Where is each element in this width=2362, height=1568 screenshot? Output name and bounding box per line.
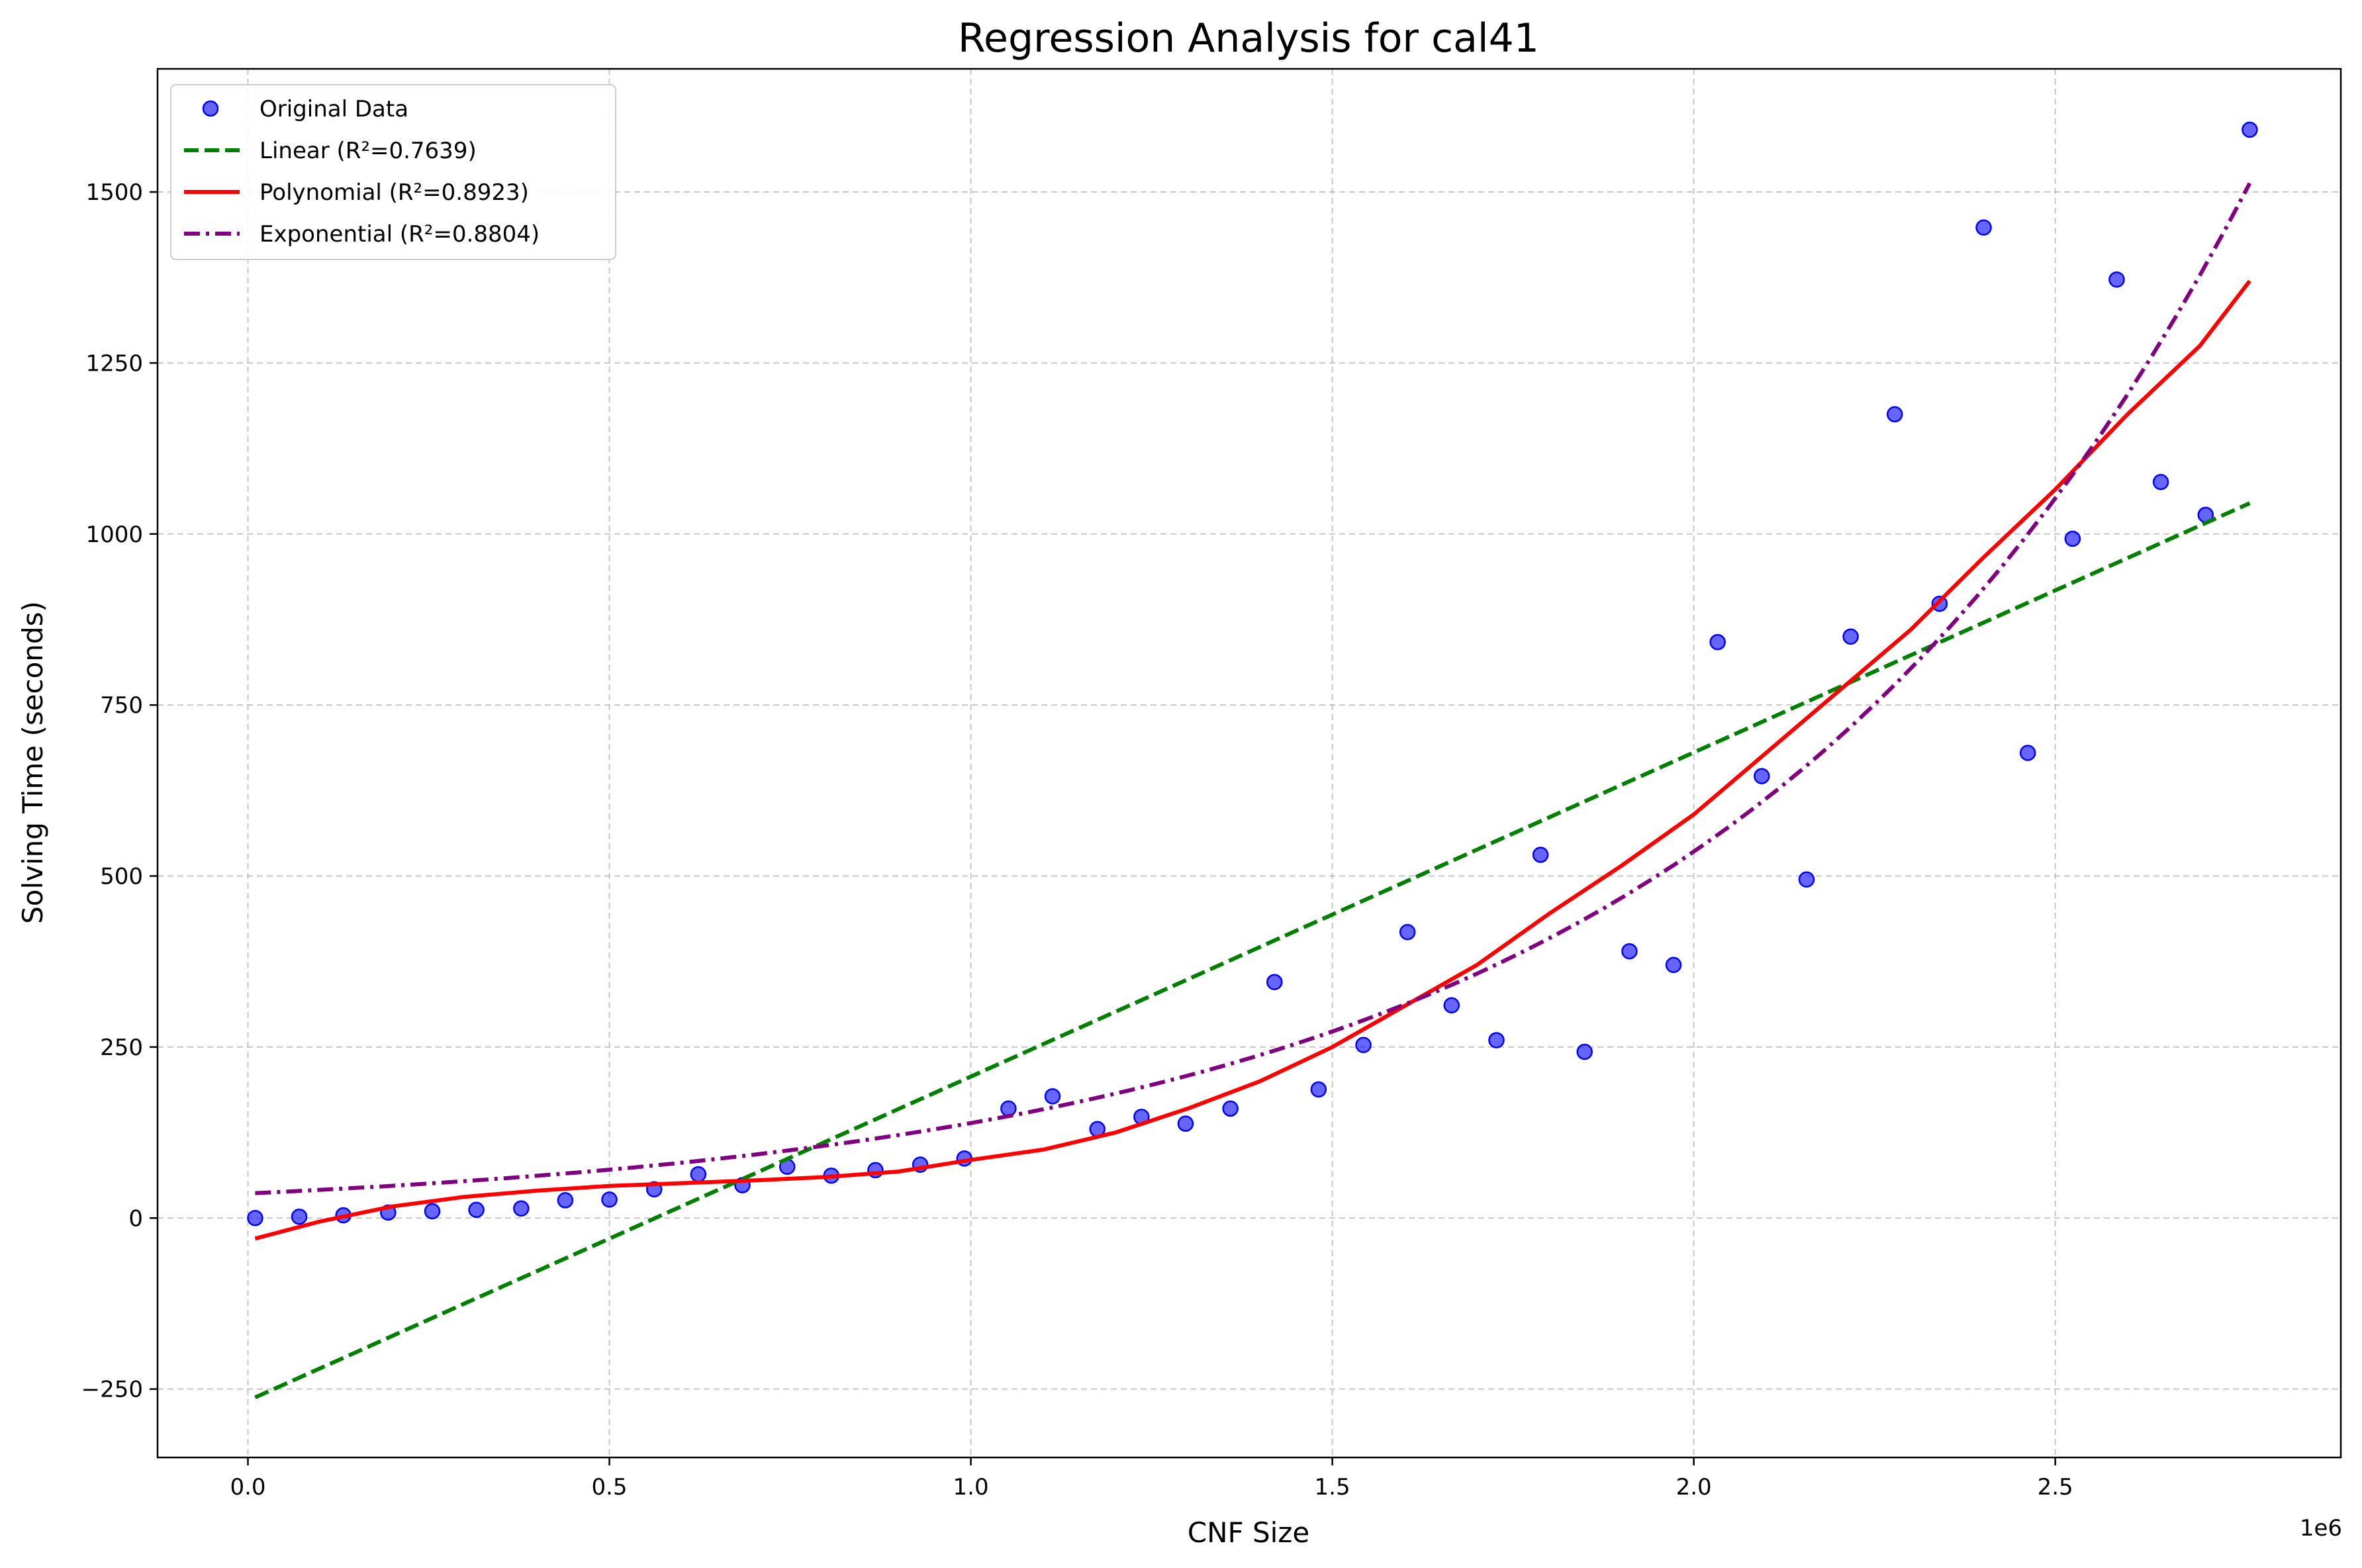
legend-box bbox=[170, 84, 616, 260]
data-point bbox=[1798, 871, 1815, 888]
data-point bbox=[690, 1166, 707, 1183]
data-point bbox=[1532, 847, 1549, 863]
data-point bbox=[1222, 1100, 1239, 1117]
data-point bbox=[1975, 219, 1992, 236]
legend-marker bbox=[202, 100, 219, 117]
data-point bbox=[424, 1203, 441, 1220]
y-axis-label: Solving Time (seconds) bbox=[17, 601, 49, 924]
data-point bbox=[1443, 997, 1460, 1014]
y-tick-label: 750 bbox=[100, 692, 143, 719]
legend-label: Linear (R²=0.7639) bbox=[260, 138, 477, 164]
x-tick-label: 1.0 bbox=[953, 1474, 989, 1500]
data-point bbox=[1399, 924, 1416, 941]
y-tick-label: 250 bbox=[100, 1035, 143, 1061]
data-point bbox=[2108, 271, 2125, 288]
chart-title: Regression Analysis for cal41 bbox=[958, 15, 1539, 62]
legend: Original Data Linear (R²=0.7639) Polynomia… bbox=[170, 84, 616, 260]
data-point bbox=[1709, 633, 1726, 651]
data-point bbox=[291, 1208, 308, 1225]
data-point bbox=[1177, 1115, 1194, 1132]
data-point bbox=[1665, 956, 1682, 974]
axis-ticks: 0.0 0.5 1.0 1.5 2.0 2.5 −250 0 250 500 750 1000 1250… bbox=[81, 179, 2073, 1500]
x-tick-label: 0.0 bbox=[230, 1474, 265, 1500]
plot-area bbox=[247, 121, 2258, 1400]
x-axis-offset-label: 1e6 bbox=[2300, 1515, 2342, 1542]
grid-lines bbox=[158, 69, 2341, 1457]
data-point bbox=[601, 1191, 618, 1208]
data-point bbox=[1266, 974, 1283, 990]
y-tick-label: 1000 bbox=[85, 522, 143, 548]
data-point bbox=[1355, 1037, 1372, 1054]
data-point bbox=[1842, 628, 1859, 645]
data-point bbox=[2019, 745, 2036, 761]
data-point bbox=[1886, 406, 1903, 423]
data-point bbox=[247, 1210, 263, 1226]
series-line-dashdot bbox=[255, 182, 2252, 1195]
axes-frame bbox=[156, 68, 2342, 1459]
data-point bbox=[2242, 121, 2258, 138]
legend-label: Polynomial (R²=0.8923) bbox=[260, 179, 529, 206]
data-point bbox=[1576, 1043, 1593, 1060]
y-tick-label: −250 bbox=[81, 1377, 143, 1403]
x-axis-label: CNF Size bbox=[1188, 1516, 1309, 1549]
x-tick-label: 2.5 bbox=[2038, 1474, 2073, 1500]
data-point bbox=[2064, 530, 2081, 547]
data-point bbox=[1000, 1100, 1017, 1117]
data-point bbox=[1621, 943, 1638, 960]
data-point bbox=[1044, 1088, 1061, 1105]
legend-label: Original Data bbox=[260, 96, 408, 122]
data-point bbox=[2152, 473, 2169, 490]
series-line-dashed bbox=[254, 501, 2251, 1400]
y-tick-label: 0 bbox=[128, 1205, 143, 1232]
x-tick-label: 1.5 bbox=[1315, 1474, 1350, 1500]
y-tick-label: 1500 bbox=[85, 179, 143, 206]
y-tick-label: 500 bbox=[100, 864, 143, 890]
data-point bbox=[513, 1200, 530, 1217]
legend-label: Exponential (R²=0.8804) bbox=[260, 221, 540, 248]
data-point bbox=[1754, 768, 1770, 784]
x-tick-label: 0.5 bbox=[591, 1474, 627, 1500]
data-point bbox=[1310, 1081, 1327, 1098]
x-tick-label: 2.0 bbox=[1676, 1474, 1712, 1500]
y-tick-label: 1250 bbox=[85, 350, 143, 377]
series-line-solid bbox=[254, 279, 2251, 1241]
data-point bbox=[468, 1201, 485, 1219]
data-point bbox=[557, 1192, 574, 1209]
data-point bbox=[1488, 1032, 1505, 1048]
